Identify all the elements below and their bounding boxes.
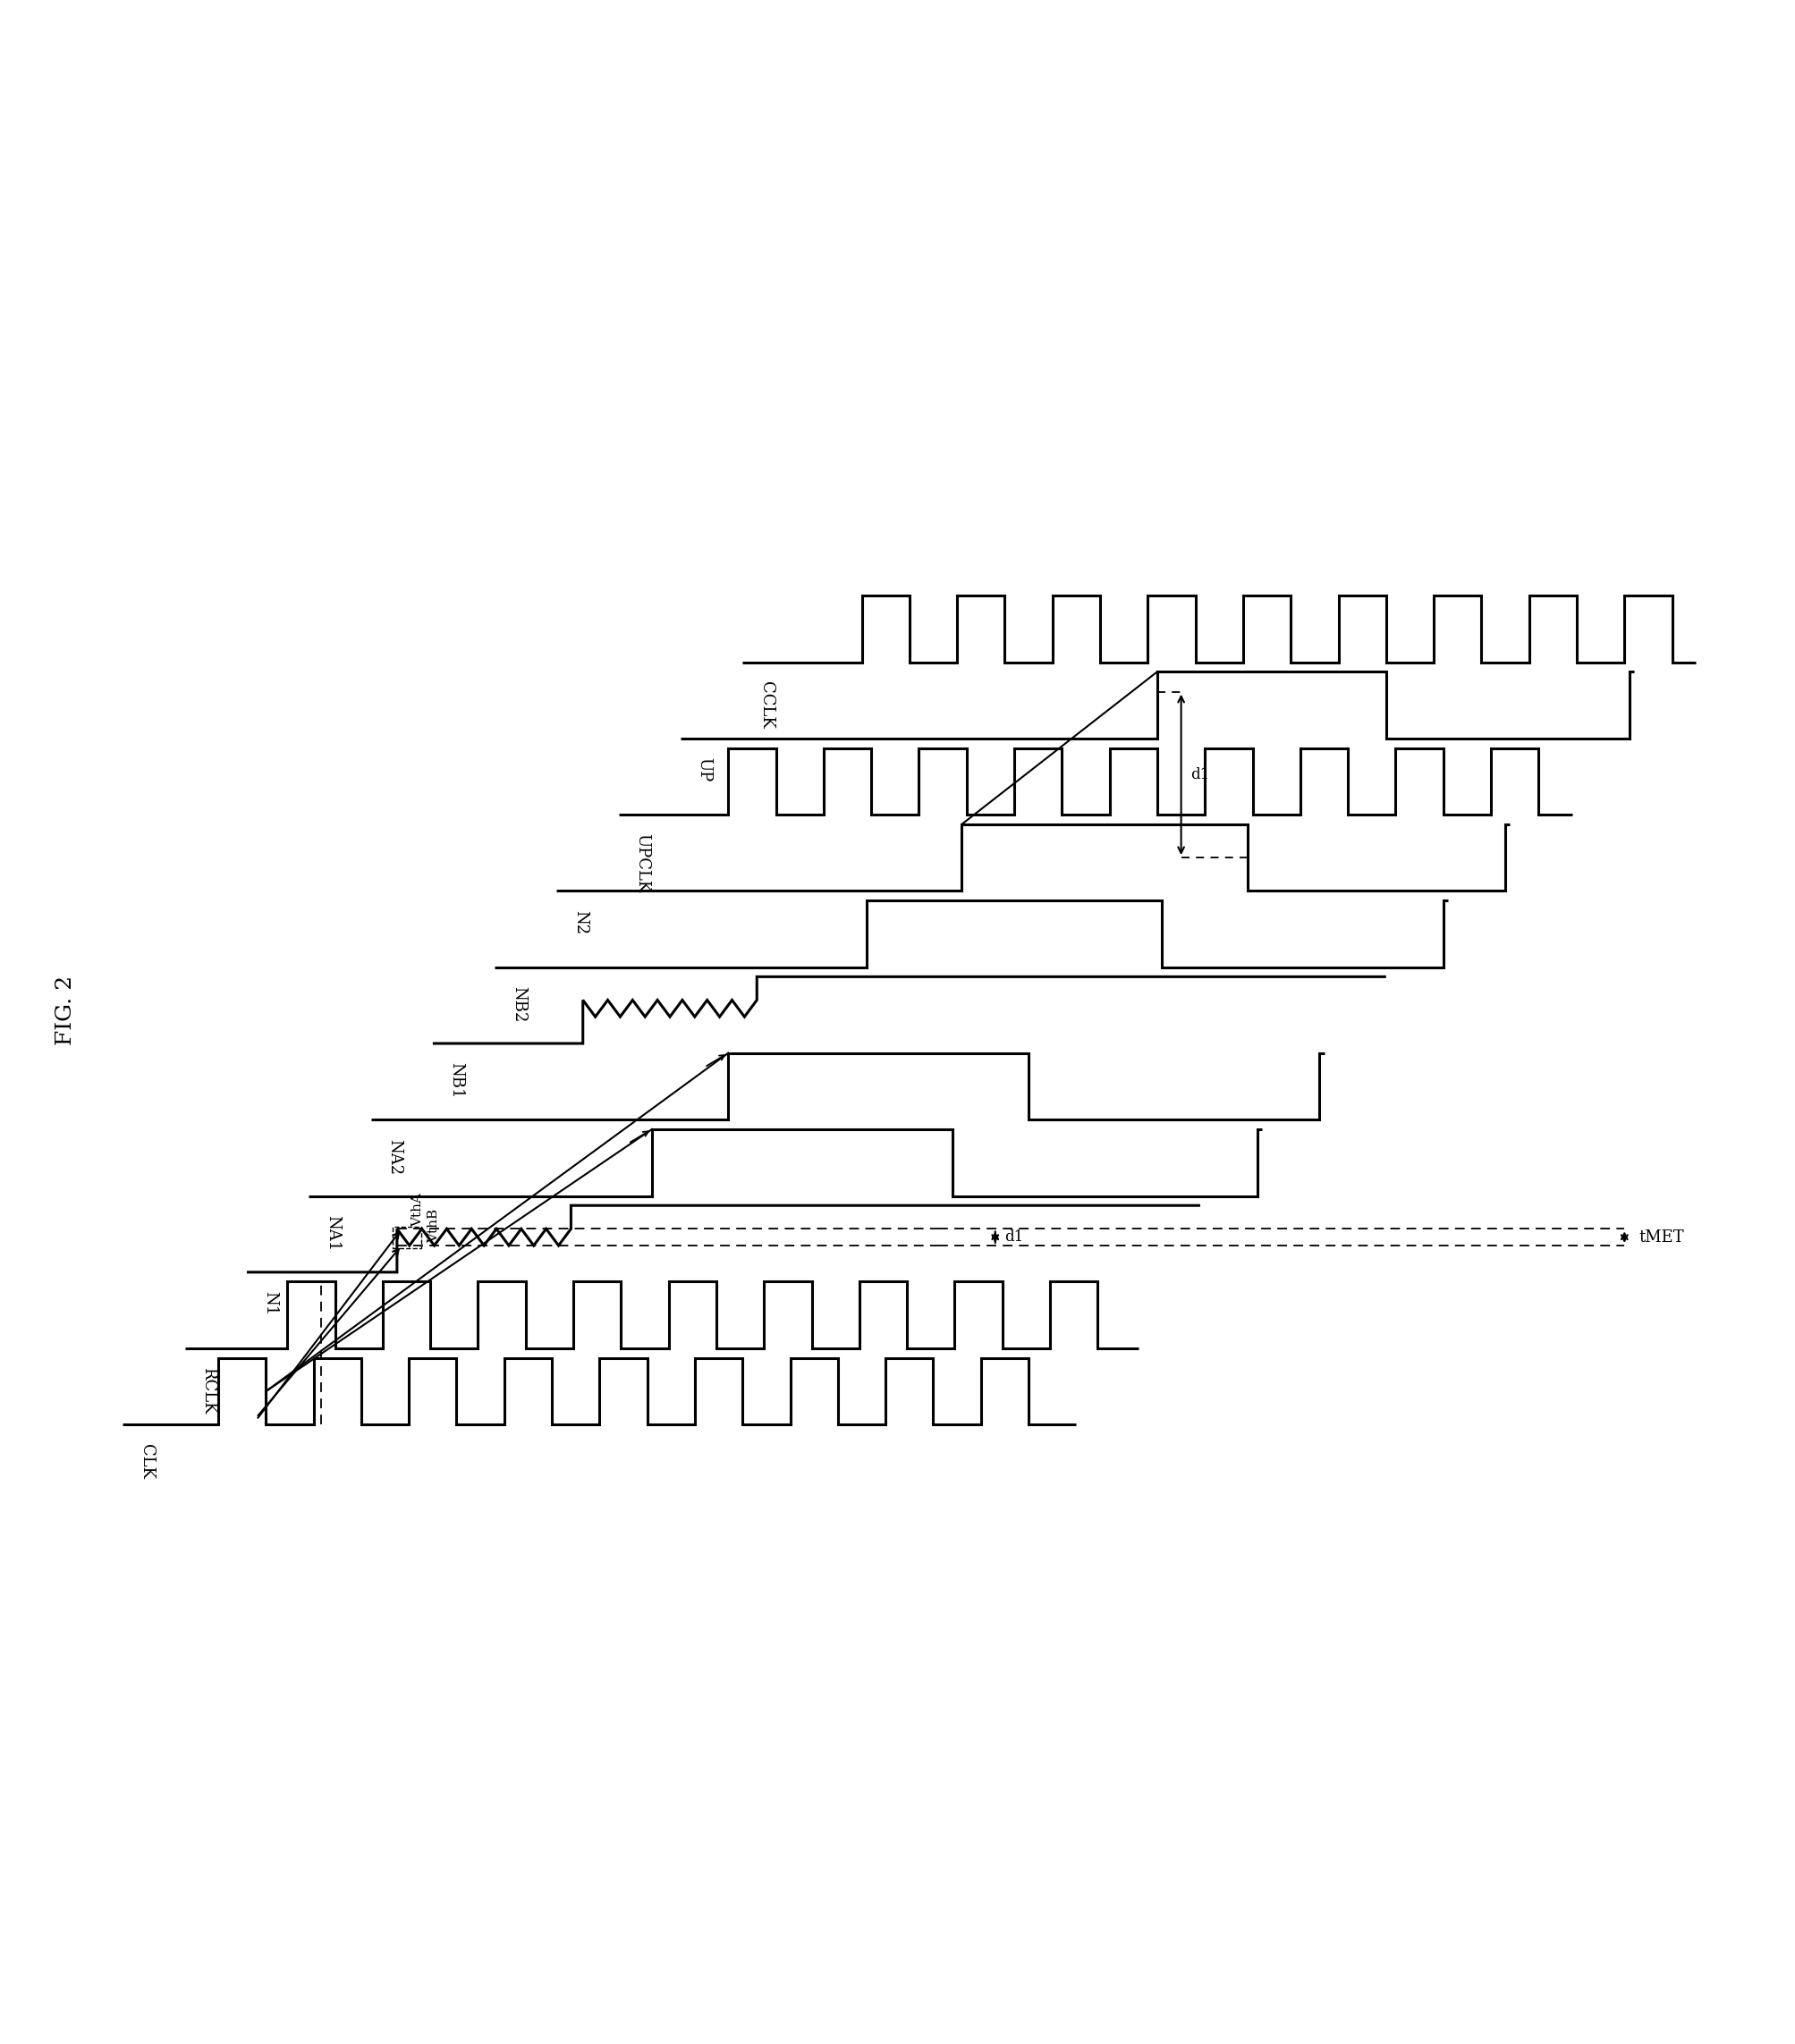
Text: VthB: VthB xyxy=(427,1210,440,1243)
Text: CLK: CLK xyxy=(138,1443,154,1478)
Text: FIG. 2: FIG. 2 xyxy=(56,975,75,1044)
Text: CCLK: CCLK xyxy=(757,681,774,728)
Text: NA1: NA1 xyxy=(325,1214,341,1251)
Text: N2: N2 xyxy=(573,910,589,934)
Text: tMET: tMET xyxy=(1639,1228,1684,1245)
Text: NB2: NB2 xyxy=(510,987,526,1022)
Text: UP: UP xyxy=(696,758,713,783)
Text: N1: N1 xyxy=(262,1292,278,1316)
Text: d1: d1 xyxy=(1190,766,1210,783)
Text: d1: d1 xyxy=(1005,1230,1023,1245)
Bar xyxy=(393,1226,420,1249)
Text: NA2: NA2 xyxy=(386,1139,402,1175)
Text: VthA: VthA xyxy=(411,1192,424,1226)
Text: NB1: NB1 xyxy=(449,1063,465,1100)
Text: RCLK: RCLK xyxy=(201,1367,217,1414)
Text: UPCLK: UPCLK xyxy=(634,834,650,893)
